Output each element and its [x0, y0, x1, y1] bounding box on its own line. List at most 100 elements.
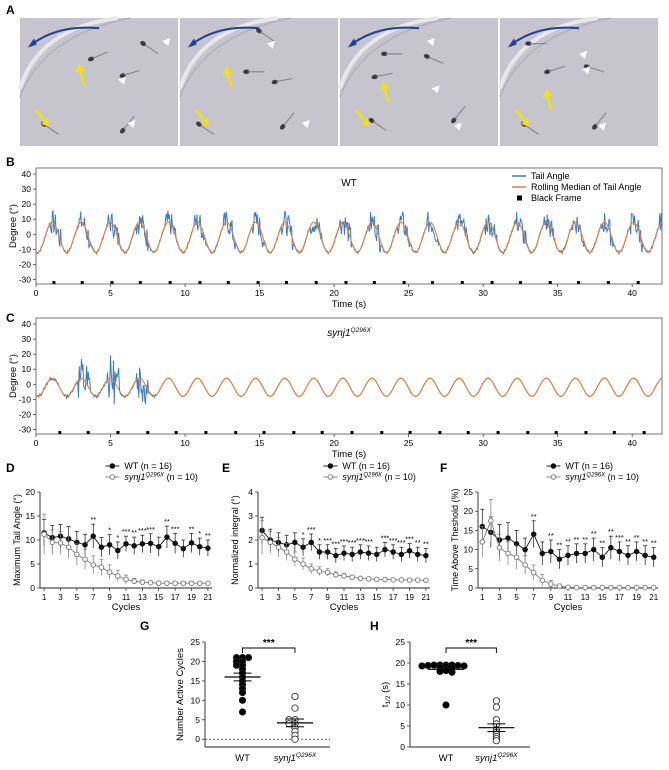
data-point [418, 662, 426, 670]
x-axis-label: Cycles [554, 602, 583, 613]
larva-tail [428, 56, 444, 64]
y-tick-label: 5 [195, 715, 200, 725]
significance-label: ** [582, 535, 588, 544]
black-frame-marker [110, 280, 114, 284]
significance-label: *** [146, 525, 155, 534]
data-point [188, 540, 195, 546]
significance-label: ** [599, 539, 605, 548]
data-point [530, 531, 537, 537]
x-tick-label: 9 [549, 593, 554, 602]
larva-head [451, 117, 457, 124]
y-axis-label: Degree (°) [8, 354, 19, 398]
panel-g-active-cycles: 0 5 10 15 20 25 Number Active Cycles WT synj1Q29… [175, 637, 330, 764]
data-point [398, 551, 405, 558]
larva [88, 51, 108, 62]
data-point [633, 548, 640, 555]
data-point [49, 539, 56, 546]
x-axis-label: Time (s) [332, 299, 366, 310]
significance-label: ** [415, 538, 421, 547]
x-tick-label: 30 [478, 288, 488, 298]
significance-label: ** [565, 537, 571, 546]
photo-frame [18, 16, 178, 146]
larva-head [119, 73, 126, 78]
black-frame-marker [262, 430, 266, 434]
data-point [115, 547, 121, 554]
panel-b-tail-angle-wt: -30 -20 -10 0 10 20 30 40 0 5 10 15 20 25 30 35 40 Time (… [8, 167, 663, 310]
significance-label: ** [557, 541, 563, 550]
title-base: synj1 [327, 328, 350, 339]
blue-arrow-head [27, 38, 37, 48]
legend-entry: Black Frame [531, 193, 582, 203]
data-point [492, 697, 500, 705]
y-tick-label: 20 [26, 487, 36, 497]
data-point [357, 575, 364, 582]
yellow-arrow-head [379, 81, 390, 91]
photo-frame [338, 16, 498, 146]
data-point [642, 552, 648, 559]
data-point [341, 550, 347, 556]
x-tick-label: 7 [531, 593, 536, 602]
legend-strain: synj1 [124, 472, 145, 482]
larva-tail [200, 124, 215, 135]
y-tick-label: 15 [191, 676, 201, 686]
data-point [82, 556, 88, 562]
significance-label: *** [615, 533, 624, 542]
data-point [616, 584, 623, 591]
x-tick-label: 21 [203, 593, 212, 602]
black-frame-marker [320, 430, 324, 434]
data-point [324, 549, 331, 555]
x-tick-label: 9 [107, 593, 112, 602]
x-tick-label: 15 [154, 593, 163, 602]
category-strain-sup: Q296X [296, 752, 317, 759]
x-tick-label: 3 [276, 593, 281, 602]
data-point [139, 541, 146, 547]
yellow-arrow [34, 109, 47, 123]
larva [256, 28, 275, 42]
larva [119, 69, 141, 78]
data-point [291, 704, 299, 712]
x-tick-label: 13 [138, 593, 147, 602]
y-tick-label: 20 [396, 658, 406, 668]
data-point [608, 584, 614, 591]
white-arrowhead [162, 38, 171, 47]
data-point [205, 580, 211, 586]
data-point [238, 708, 247, 716]
black-frame-marker [496, 430, 500, 434]
data-point [590, 546, 597, 553]
significance-label: * [302, 530, 305, 539]
chart-title: WT [341, 178, 357, 189]
y-tick-label: 30 [22, 334, 32, 344]
larva-tail [588, 66, 605, 73]
panel-labels: A B C D E F G H [6, 3, 447, 633]
x-tick-label: 20 [329, 288, 339, 298]
significance-label: ** [574, 535, 580, 544]
data-point [590, 584, 597, 591]
data-point [650, 584, 657, 591]
blue-arrow [192, 26, 260, 45]
significance-label: ** [423, 539, 429, 548]
data-point [90, 533, 96, 539]
significance-label: ** [634, 533, 640, 542]
significance-bracket [242, 647, 296, 653]
white-arrowhead [453, 122, 462, 131]
data-point [291, 692, 299, 701]
larva [525, 41, 547, 46]
category-strain: synj1 [475, 753, 497, 764]
yellow-arrow [78, 70, 86, 85]
yellow-arrow-head [40, 117, 49, 127]
larva-tail [549, 65, 565, 72]
data-point [414, 551, 421, 558]
legend-swatch-marker [550, 474, 557, 480]
larva-head [371, 74, 378, 80]
data-point [398, 577, 405, 583]
data-point [156, 543, 162, 550]
y-tick-label: 20 [22, 349, 32, 359]
x-tick-label: 5 [108, 288, 113, 298]
series-rolling-median [35, 221, 663, 253]
data-point [156, 580, 162, 586]
x-tick-label: 7 [91, 593, 96, 602]
white-arrowhead [426, 38, 435, 47]
y-axis-label: t1/2 (s) [380, 682, 392, 707]
data-point [548, 548, 554, 555]
